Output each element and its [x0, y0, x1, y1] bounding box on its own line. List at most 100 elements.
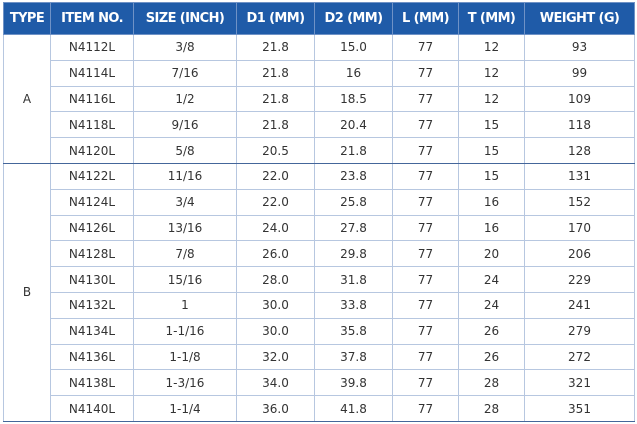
table-row: N4138L 1-3/16 34.0 39.8 77 28 321	[4, 369, 635, 397]
data-cell: 24	[458, 291, 525, 319]
data-cell: 7/8	[133, 240, 237, 268]
data-cell: 22.0	[236, 162, 315, 190]
data-cell: 1	[133, 291, 237, 319]
data-cell: 77	[392, 137, 459, 164]
data-cell: 34.0	[236, 369, 315, 397]
table-row: N4130L 15/16 28.0 31.8 77 24 229	[4, 266, 635, 293]
header-cell: SIZE (INCH)	[133, 2, 237, 35]
data-cell: 5/8	[133, 137, 237, 164]
data-cell: 77	[392, 369, 459, 397]
data-cell: N4120L	[50, 137, 134, 164]
data-cell: 20.5	[236, 137, 315, 164]
data-cell: 77	[392, 34, 459, 61]
data-cell: N4128L	[50, 240, 134, 268]
data-cell: N4118L	[50, 111, 134, 139]
data-cell: N4140L	[50, 395, 134, 422]
data-cell: 27.8	[314, 214, 393, 242]
data-cell: 22.0	[236, 188, 315, 216]
data-cell: 1-1/16	[133, 317, 237, 345]
data-cell: 26.0	[236, 240, 315, 268]
data-cell: 30.0	[236, 317, 315, 345]
data-cell: 77	[392, 111, 459, 139]
data-cell: 77	[392, 188, 459, 216]
data-cell: 15/16	[133, 266, 237, 293]
data-cell: 9/16	[133, 111, 237, 139]
data-cell: 23.8	[314, 162, 393, 190]
data-cell: 7/16	[133, 59, 237, 87]
header-cell: T (MM)	[458, 2, 525, 35]
data-cell: 77	[392, 395, 459, 422]
data-cell: 241	[524, 291, 635, 319]
data-cell: 21.8	[236, 34, 315, 61]
header-cell: L (MM)	[392, 2, 459, 35]
data-cell: N4136L	[50, 343, 134, 371]
data-cell: 35.8	[314, 317, 393, 345]
data-cell: N4116L	[50, 85, 134, 113]
data-cell: 16	[458, 188, 525, 216]
table-container: TYPE ITEM NO. SIZE (INCH) D1 (MM) D2 (MM) L (…	[3, 2, 635, 422]
data-cell: 16	[458, 214, 525, 242]
data-cell: 12	[458, 59, 525, 87]
data-cell: 11/16	[133, 162, 237, 190]
data-cell: 128	[524, 137, 635, 164]
data-cell: 170	[524, 214, 635, 242]
data-cell: N4114L	[50, 59, 134, 87]
data-cell: 20	[458, 240, 525, 268]
data-cell: 21.8	[236, 85, 315, 113]
table-row: N4132L 1 30.0 33.8 77 24 241	[4, 291, 635, 319]
data-cell: 77	[392, 85, 459, 113]
header-cell: TYPE	[3, 2, 51, 35]
table-row: N4118L 9/16 21.8 20.4 77 15 118	[4, 111, 635, 139]
data-cell: 77	[392, 240, 459, 268]
data-cell: 16	[314, 59, 393, 87]
data-cell: 21.8	[236, 111, 315, 139]
data-cell: 13/16	[133, 214, 237, 242]
data-cell: 272	[524, 343, 635, 371]
data-cell: N4138L	[50, 369, 134, 397]
data-cell: 28	[458, 395, 525, 422]
data-cell: 15	[458, 111, 525, 139]
data-cell: 31.8	[314, 266, 393, 293]
data-cell: 26	[458, 317, 525, 345]
table-row: N4126L 13/16 24.0 27.8 77 16 170	[4, 214, 635, 242]
data-cell: 1-3/16	[133, 369, 237, 397]
data-cell: 26	[458, 343, 525, 371]
data-cell: 39.8	[314, 369, 393, 397]
table-row: N4120L 5/8 20.5 21.8 77 15 128	[4, 137, 635, 164]
data-cell: 1/2	[133, 85, 237, 113]
data-cell: N4122L	[50, 162, 134, 190]
header-row: TYPE ITEM NO. SIZE (INCH) D1 (MM) D2 (MM) L (…	[3, 2, 635, 35]
data-cell: N4132L	[50, 291, 134, 319]
data-cell: 77	[392, 59, 459, 87]
data-cell: 77	[392, 214, 459, 242]
header-cell: D2 (MM)	[314, 2, 393, 35]
data-cell: 77	[392, 343, 459, 371]
data-cell: 131	[524, 162, 635, 190]
data-cell: 12	[458, 34, 525, 61]
data-cell: 77	[392, 317, 459, 345]
data-cell: 109	[524, 85, 635, 113]
data-cell: 77	[392, 266, 459, 293]
table-row: N4124L 3/4 22.0 25.8 77 16 152	[4, 188, 635, 216]
data-cell: 28.0	[236, 266, 315, 293]
data-cell: 15.0	[314, 34, 393, 61]
data-cell: 229	[524, 266, 635, 293]
data-cell: 29.8	[314, 240, 393, 268]
data-cell: 21.8	[314, 137, 393, 164]
table-row: N4136L 1-1/8 32.0 37.8 77 26 272	[4, 343, 635, 371]
header-cell: D1 (MM)	[236, 2, 315, 35]
data-cell: N4134L	[50, 317, 134, 345]
data-cell: 37.8	[314, 343, 393, 371]
data-cell: 93	[524, 34, 635, 61]
table-row: N4114L 7/16 21.8 16 77 12 99	[4, 59, 635, 87]
table-body: A N4112L 3/8 21.8 15.0 77 12 93 N4114L 7/16 21.8 16…	[3, 34, 635, 422]
data-cell: 77	[392, 162, 459, 190]
data-cell: 24.0	[236, 214, 315, 242]
table-row: N4140L 1-1/4 36.0 41.8 77 28 351	[4, 395, 635, 422]
data-cell: 206	[524, 240, 635, 268]
data-cell: 99	[524, 59, 635, 87]
data-cell: N4126L	[50, 214, 134, 242]
data-cell: 1-1/4	[133, 395, 237, 422]
data-cell: 32.0	[236, 343, 315, 371]
